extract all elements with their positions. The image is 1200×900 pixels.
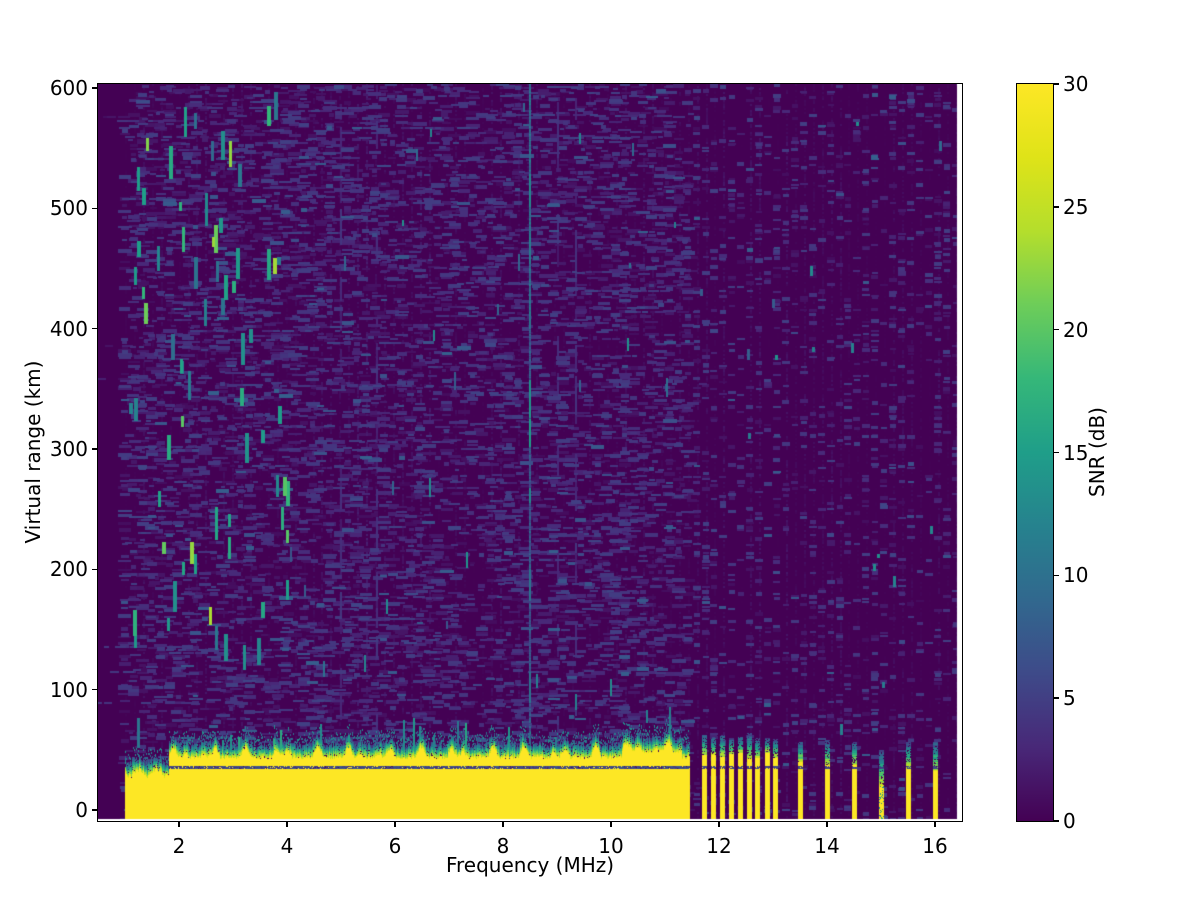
y-axis-label: Virtual range (km) <box>21 360 45 544</box>
y-tick-label: 100 <box>49 677 88 702</box>
colorbar-tick-mark <box>1054 328 1059 331</box>
x-axis-label: Frequency (MHz) <box>445 853 615 877</box>
colorbar-tick-label: 10 <box>1063 563 1089 588</box>
colorbar-tick-mark <box>1054 697 1059 699</box>
x-tick-mark <box>610 822 612 827</box>
ionogram-heatmap <box>98 84 962 821</box>
colorbar-tick-mark <box>1054 574 1059 577</box>
y-tick-mark <box>92 207 97 210</box>
colorbar-tick-mark <box>1054 820 1059 822</box>
colorbar-tick-label: 15 <box>1063 440 1089 465</box>
y-tick-mark <box>92 688 97 691</box>
y-tick-mark <box>92 87 97 89</box>
x-tick-mark <box>394 822 396 827</box>
x-tick-label: 6 <box>388 834 402 858</box>
x-tick-label: 2 <box>172 834 186 858</box>
y-tick-mark <box>92 568 97 571</box>
colorbar-tick-mark <box>1054 83 1059 85</box>
x-tick-mark <box>934 822 936 827</box>
colorbar-tick-label: 0 <box>1063 809 1076 833</box>
x-tick-label: 10 <box>598 834 624 858</box>
x-tick-mark <box>178 822 180 827</box>
x-tick-mark <box>718 822 720 827</box>
y-tick-label: 200 <box>49 557 88 582</box>
y-tick-mark <box>92 448 97 450</box>
y-tick-label: 600 <box>49 75 88 100</box>
y-tick-label: 500 <box>49 196 88 221</box>
y-tick-label: 400 <box>49 316 88 341</box>
x-tick-label: 8 <box>496 834 510 858</box>
x-tick-label: 16 <box>922 834 948 858</box>
y-tick-label: 0 <box>75 798 88 823</box>
x-tick-mark <box>826 822 828 827</box>
x-tick-label: 14 <box>814 834 840 858</box>
colorbar-tick-label: 20 <box>1063 317 1089 342</box>
colorbar-tick-mark <box>1054 451 1059 454</box>
colorbar-tick-mark <box>1054 206 1059 208</box>
plot-area <box>97 83 963 822</box>
colorbar-tick-label: 30 <box>1063 72 1089 96</box>
colorbar-tick-label: 25 <box>1063 194 1089 219</box>
x-tick-label: 4 <box>280 834 294 858</box>
colorbar <box>1016 83 1054 822</box>
x-tick-mark <box>502 822 504 827</box>
colorbar-label: SNR (dB) <box>1085 407 1109 497</box>
colorbar-tick-label: 5 <box>1063 686 1076 711</box>
x-tick-label: 12 <box>706 834 732 858</box>
colorbar-gradient <box>1017 84 1053 821</box>
y-tick-mark <box>92 327 97 330</box>
y-tick-mark <box>92 809 97 811</box>
x-tick-mark <box>286 822 288 827</box>
y-tick-label: 300 <box>49 437 88 461</box>
